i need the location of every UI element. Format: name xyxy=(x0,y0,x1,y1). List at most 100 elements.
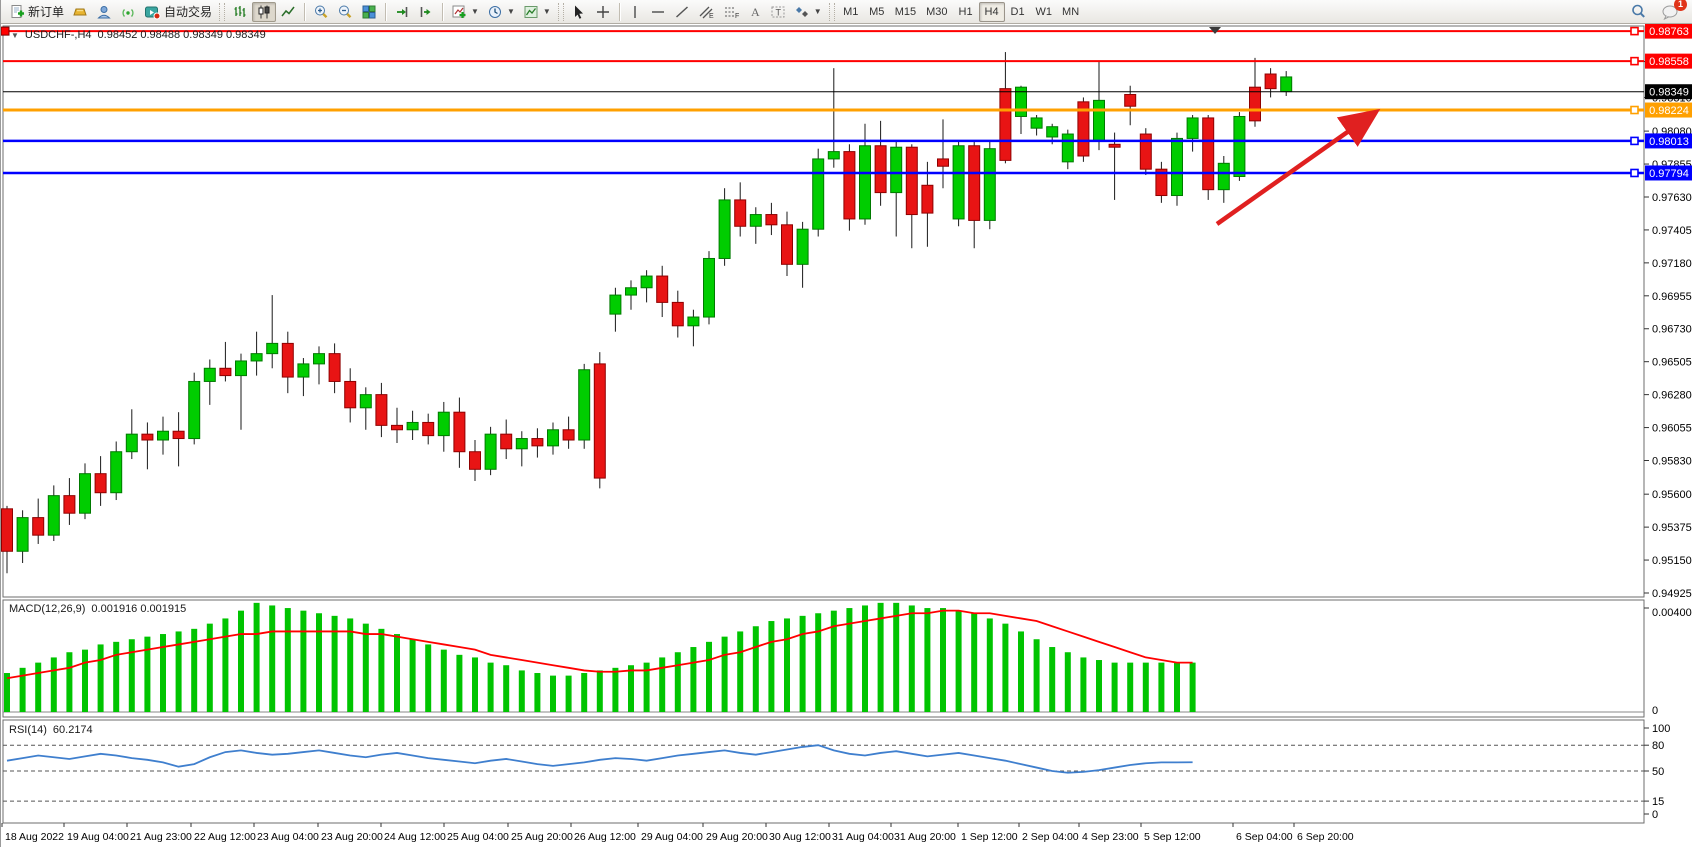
candle xyxy=(843,151,856,220)
macd-histogram-bar xyxy=(503,665,510,712)
macd-histogram-bar xyxy=(128,639,135,712)
candle xyxy=(375,394,388,426)
candle xyxy=(952,145,965,220)
candle xyxy=(219,367,232,377)
timeframe-button-m5[interactable]: M5 xyxy=(864,2,890,22)
macd-histogram-bar xyxy=(971,613,978,712)
time-axis-label: 6 Sep 20:00 xyxy=(1297,831,1354,843)
zoom-out-button[interactable] xyxy=(333,2,357,22)
macd-histogram-bar xyxy=(737,631,744,712)
fibonacci-button[interactable]: F xyxy=(719,2,744,22)
signal-button[interactable] xyxy=(116,2,140,22)
text-button[interactable]: A xyxy=(744,2,766,22)
price-label-box xyxy=(1645,53,1692,69)
crosshair-button[interactable] xyxy=(591,2,615,22)
account-button[interactable] xyxy=(92,2,116,22)
one-click-trading-arrow-icon[interactable]: ▼ xyxy=(11,30,19,40)
candle xyxy=(328,353,341,382)
tile-windows-button[interactable] xyxy=(357,2,381,22)
macd-histogram-bar xyxy=(659,657,666,712)
candle xyxy=(1046,126,1059,138)
timeframe-button-m15[interactable]: M15 xyxy=(890,2,921,22)
line-chart-button[interactable] xyxy=(276,2,300,22)
candle xyxy=(1077,101,1090,157)
rsi-value: 60.2174 xyxy=(52,724,93,736)
new-order-button[interactable]: 新订单 xyxy=(5,2,68,22)
chart-shift-marker[interactable] xyxy=(1209,27,1221,34)
line-handle[interactable] xyxy=(1630,56,1639,66)
timeframe-button-w1[interactable]: W1 xyxy=(1031,2,1058,22)
timeframe-button-m30[interactable]: M30 xyxy=(921,2,952,22)
candle xyxy=(874,145,887,194)
text-label-button[interactable]: T xyxy=(766,2,790,22)
rsi-scale-label: 0 xyxy=(1652,809,1658,821)
candle xyxy=(422,421,435,437)
time-axis-label: 6 Sep 04:00 xyxy=(1236,831,1293,843)
periods-button[interactable]: ▼ xyxy=(483,2,519,22)
arrows-button[interactable]: ▼ xyxy=(790,2,826,22)
toolbar-grip xyxy=(828,2,835,21)
autotrading-button[interactable]: 自动交易 xyxy=(140,2,216,22)
dropdown-caret-icon: ▼ xyxy=(471,7,479,16)
candle xyxy=(47,495,60,536)
zoom-in-button[interactable] xyxy=(309,2,333,22)
line-handle[interactable] xyxy=(1630,168,1639,178)
candlestick-chart-button[interactable] xyxy=(252,1,277,22)
timeframe-button-m1[interactable]: M1 xyxy=(838,2,864,22)
trendline-button[interactable] xyxy=(670,2,694,22)
candle xyxy=(94,473,107,494)
zoom-out-icon xyxy=(337,4,353,20)
candle xyxy=(1,508,13,552)
macd-histogram-bar xyxy=(347,618,354,712)
macd-histogram-bar xyxy=(1142,662,1149,712)
price-label-box xyxy=(1645,84,1692,100)
candle xyxy=(640,275,653,289)
macd-histogram-bar xyxy=(222,618,229,712)
candle xyxy=(281,342,294,378)
price-tick-label: 0.97405 xyxy=(1652,225,1692,237)
deposit-button[interactable] xyxy=(68,2,92,22)
horizontal-line-button[interactable] xyxy=(646,2,670,22)
line-handle[interactable] xyxy=(1630,136,1639,146)
templates-button[interactable]: ▼ xyxy=(519,2,555,22)
candle xyxy=(703,257,715,318)
search-button[interactable] xyxy=(1626,2,1651,22)
time-axis-label: 4 Sep 23:00 xyxy=(1082,831,1139,843)
cursor-button[interactable] xyxy=(567,2,591,22)
candle xyxy=(937,158,949,167)
macd-histogram-bar xyxy=(35,662,42,712)
macd-histogram-bar xyxy=(1174,662,1180,712)
trend-arrow-annotation[interactable] xyxy=(1215,108,1381,226)
macd-histogram-bar xyxy=(877,602,884,712)
time-axis-label: 21 Aug 23:00 xyxy=(130,831,192,843)
chart-shift-button[interactable] xyxy=(414,2,438,22)
bar-chart-button[interactable] xyxy=(228,2,252,22)
timeframe-button-h1[interactable]: H1 xyxy=(953,2,979,22)
candlestick-icon xyxy=(256,4,272,20)
time-axis-label: 23 Aug 20:00 xyxy=(321,831,383,843)
timeframe-button-d1[interactable]: D1 xyxy=(1005,2,1031,22)
candle xyxy=(500,433,513,450)
line-handle[interactable] xyxy=(1,26,10,36)
indicators-button[interactable]: ▼ xyxy=(447,2,483,22)
macd-histogram-bar xyxy=(300,610,307,712)
line-handle[interactable] xyxy=(1630,105,1639,115)
candle xyxy=(391,424,403,431)
auto-scroll-button[interactable] xyxy=(390,2,414,22)
macd-histogram-bar xyxy=(581,673,588,712)
timeframe-button-h4[interactable]: H4 xyxy=(978,1,1005,22)
candle xyxy=(141,433,154,441)
candle xyxy=(765,214,778,226)
arrows-icon xyxy=(794,4,810,20)
candle xyxy=(484,433,497,470)
timeframe-button-mn[interactable]: MN xyxy=(1057,2,1084,22)
candle xyxy=(515,438,528,450)
notifications-button[interactable]: 1 xyxy=(1657,0,1687,22)
candle xyxy=(235,360,247,377)
vertical-line-button[interactable] xyxy=(624,2,646,22)
equidistant-channel-button[interactable]: E xyxy=(694,2,719,22)
candle xyxy=(625,287,637,296)
macd-histogram-bar xyxy=(394,634,400,712)
line-handle[interactable] xyxy=(1630,26,1639,36)
